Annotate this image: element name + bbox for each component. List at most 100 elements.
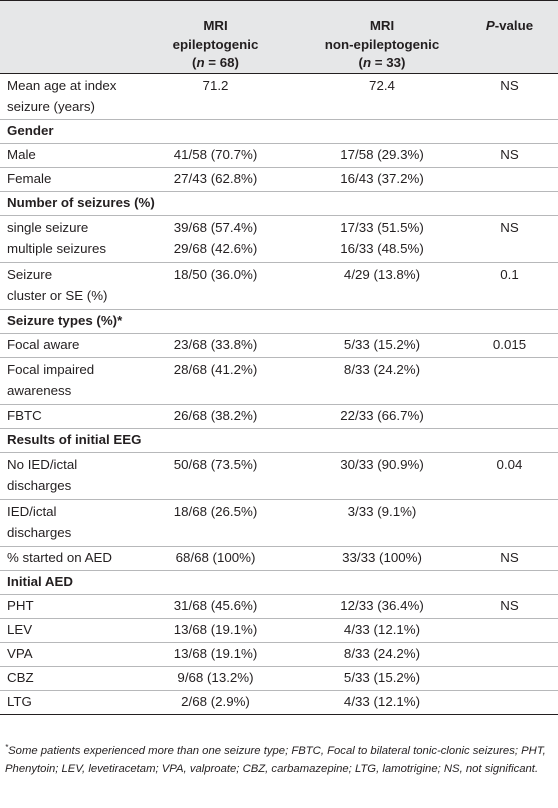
value-cell: 26/68 (38.2%) [128, 404, 303, 429]
row-label: Mean age at index seizure (years) [0, 73, 128, 120]
value-cell: 17/58 (29.3%) [303, 143, 461, 168]
row-label: VPA [0, 642, 128, 667]
value-cell: 31/68 (45.6%) [128, 594, 303, 619]
table-row: CBZ 9/68 (13.2%) 5/33 (15.2%) [0, 666, 558, 691]
value-cell: 8/33 (24.2%) [303, 642, 461, 667]
value-cell: 5/33 (15.2%) [303, 333, 461, 358]
table-row: FBTC 26/68 (38.2%) 22/33 (66.7%) [0, 404, 558, 429]
p-value-cell: 0.04 [461, 452, 558, 500]
header-mri-non-epileptogenic: MRI non-epileptogenic (n = 33) [303, 0, 461, 74]
value-cell: 33/33 (100%) [303, 546, 461, 571]
value-cell: 4/33 (12.1%) [303, 690, 461, 715]
header-text: non-epileptogenic [324, 36, 440, 52]
table-row: Mean age at index seizure (years) 71.2 72… [0, 73, 558, 120]
value-cell: 13/68 (19.1%) [128, 618, 303, 643]
value-cell: 71.2 [128, 73, 303, 120]
table-row: Male 41/58 (70.7%) 17/58 (29.3%) NS [0, 143, 558, 168]
footnote-text: Some patients experienced more than one … [5, 745, 546, 775]
section-heading: Seizure types (%)* [0, 309, 558, 334]
value-cell: 4/33 (12.1%) [303, 618, 461, 643]
value-cell: 27/43 (62.8%) [128, 167, 303, 192]
row-label: CBZ [0, 666, 128, 691]
p-value-cell: NS [461, 215, 558, 263]
value-cell: 12/33 (36.4%) [303, 594, 461, 619]
table-row: IED/ictal discharges 18/68 (26.5%) 3/33 (… [0, 499, 558, 547]
section-row: Results of initial EEG [0, 428, 558, 453]
p-value-cell [461, 642, 558, 667]
value-cell: 3/33 (9.1%) [303, 499, 461, 547]
section-row: Seizure types (%)* [0, 309, 558, 334]
section-heading: Number of seizures (%) [0, 191, 558, 216]
row-label: Seizure cluster or SE (%) [0, 262, 128, 310]
table-row: Female 27/43 (62.8%) 16/43 (37.2%) [0, 167, 558, 192]
value-cell: 8/33 (24.2%) [303, 357, 461, 405]
value-cell: 50/68 (73.5%) [128, 452, 303, 500]
table-row: VPA 13/68 (19.1%) 8/33 (24.2%) [0, 642, 558, 667]
p-value-cell [461, 690, 558, 715]
header-n: (n = 33) [358, 55, 406, 70]
p-value-cell: NS [461, 73, 558, 120]
row-label: Female [0, 167, 128, 192]
section-heading: Gender [0, 119, 558, 144]
header-row: MRI epileptogenic (n = 68) MRI non-epile… [0, 0, 558, 74]
value-cell: 30/33 (90.9%) [303, 452, 461, 500]
p-value-cell: NS [461, 546, 558, 571]
value-cell: 72.4 [303, 73, 461, 120]
value-cell: 16/43 (37.2%) [303, 167, 461, 192]
header-text: MRI [369, 18, 395, 33]
p-value-cell [461, 499, 558, 547]
section-heading: Results of initial EEG [0, 428, 558, 453]
value-cell: 39/68 (57.4%) 29/68 (42.6%) [128, 215, 303, 263]
row-label: LEV [0, 618, 128, 643]
row-label: LTG [0, 690, 128, 715]
row-label: No IED/ictal discharges [0, 452, 128, 500]
header-n: (n = 68) [192, 55, 239, 70]
section-row: Initial AED [0, 570, 558, 595]
value-cell: 41/58 (70.7%) [128, 143, 303, 168]
value-cell: 5/33 (15.2%) [303, 666, 461, 691]
header-empty-cell [0, 0, 128, 74]
table-row: Focal aware 23/68 (33.8%) 5/33 (15.2%) 0… [0, 333, 558, 358]
value-cell: 13/68 (19.1%) [128, 642, 303, 667]
value-cell: 2/68 (2.9%) [128, 690, 303, 715]
table-row: No IED/ictal discharges 50/68 (73.5%) 30/… [0, 452, 558, 500]
table-row: PHT 31/68 (45.6%) 12/33 (36.4%) NS [0, 594, 558, 619]
table-row: LEV 13/68 (19.1%) 4/33 (12.1%) [0, 618, 558, 643]
table-row: LTG 2/68 (2.9%) 4/33 (12.1%) [0, 690, 558, 715]
p-value-cell [461, 167, 558, 192]
value-cell: 9/68 (13.2%) [128, 666, 303, 691]
section-row: Number of seizures (%) [0, 191, 558, 216]
value-cell: 4/29 (13.8%) [303, 262, 461, 310]
footnote-marker: * [5, 743, 9, 752]
table-row: Focal impaired awareness 28/68 (41.2%) 8/… [0, 357, 558, 405]
value-cell: 17/33 (51.5%) 16/33 (48.5%) [303, 215, 461, 263]
p-value-cell [461, 404, 558, 429]
value-cell: 28/68 (41.2%) [128, 357, 303, 405]
row-label: Male [0, 143, 128, 168]
table-row: single seizure multiple seizures 39/68 (5… [0, 215, 558, 263]
p-value-cell [461, 666, 558, 691]
p-value-cell: NS [461, 594, 558, 619]
p-value-cell: NS [461, 143, 558, 168]
table-row: Seizure cluster or SE (%) 18/50 (36.0%) 4… [0, 262, 558, 310]
header-text: epileptogenic [172, 36, 259, 52]
row-label: Focal impaired awareness [0, 357, 128, 405]
section-heading: Initial AED [0, 570, 558, 595]
row-label: % started on AED [0, 546, 128, 571]
value-cell: 22/33 (66.7%) [303, 404, 461, 429]
value-cell: 23/68 (33.8%) [128, 333, 303, 358]
section-row: Gender [0, 119, 558, 144]
results-table: MRI epileptogenic (n = 68) MRI non-epile… [0, 0, 558, 715]
value-cell: 68/68 (100%) [128, 546, 303, 571]
p-value-cell: 0.1 [461, 262, 558, 310]
row-label: PHT [0, 594, 128, 619]
header-mri-epileptogenic: MRI epileptogenic (n = 68) [128, 0, 303, 74]
p-value-cell [461, 357, 558, 405]
p-value-cell: 0.015 [461, 333, 558, 358]
row-label: IED/ictal discharges [0, 499, 128, 547]
header-p-value: P-value [461, 0, 558, 74]
row-label: FBTC [0, 404, 128, 429]
value-cell: 18/68 (26.5%) [128, 499, 303, 547]
table-row: % started on AED 68/68 (100%) 33/33 (100… [0, 546, 558, 571]
